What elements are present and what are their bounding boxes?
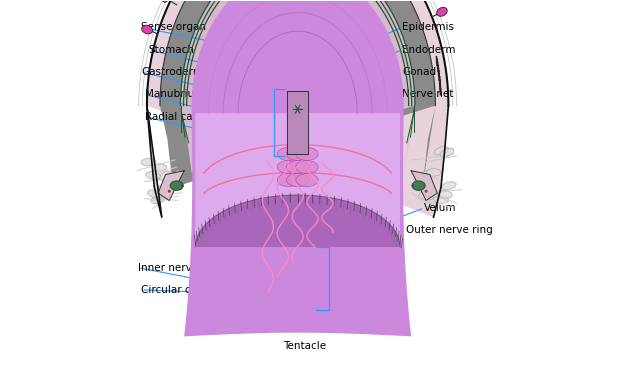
Polygon shape — [180, 0, 415, 172]
Ellipse shape — [424, 190, 428, 193]
Ellipse shape — [170, 181, 183, 190]
Ellipse shape — [146, 172, 161, 179]
Text: Gastrodermis: Gastrodermis — [141, 67, 212, 77]
Ellipse shape — [161, 0, 168, 2]
Ellipse shape — [296, 147, 318, 160]
Text: Nerve net: Nerve net — [402, 90, 453, 99]
Ellipse shape — [287, 147, 309, 160]
Text: Outer nerve ring: Outer nerve ring — [406, 225, 492, 235]
Text: Manubrium: Manubrium — [145, 90, 204, 99]
Polygon shape — [147, 0, 449, 217]
Ellipse shape — [296, 174, 318, 187]
Text: Stomach: Stomach — [148, 45, 195, 55]
Ellipse shape — [442, 182, 456, 190]
Polygon shape — [184, 0, 411, 336]
Ellipse shape — [412, 181, 425, 190]
Polygon shape — [160, 0, 435, 188]
Ellipse shape — [159, 171, 173, 180]
Ellipse shape — [277, 147, 300, 160]
Ellipse shape — [434, 196, 449, 203]
Text: Endoderm: Endoderm — [402, 45, 456, 55]
Text: Radial canal: Radial canal — [145, 112, 209, 122]
Text: Tentacle: Tentacle — [284, 341, 326, 351]
Ellipse shape — [277, 160, 300, 174]
Ellipse shape — [434, 147, 449, 155]
Ellipse shape — [159, 185, 173, 193]
Polygon shape — [287, 91, 308, 154]
Ellipse shape — [168, 190, 171, 193]
Text: Velum: Velum — [424, 203, 457, 213]
Ellipse shape — [277, 174, 300, 187]
Text: Gonad: Gonad — [402, 67, 436, 77]
Polygon shape — [411, 171, 437, 201]
Polygon shape — [191, 113, 404, 247]
Text: Sense organ: Sense organ — [141, 22, 206, 33]
Ellipse shape — [436, 8, 447, 16]
Ellipse shape — [426, 169, 441, 176]
Ellipse shape — [153, 190, 168, 198]
Text: Epidermis: Epidermis — [402, 22, 454, 33]
Ellipse shape — [412, 184, 414, 187]
Ellipse shape — [148, 190, 162, 198]
Polygon shape — [158, 171, 184, 201]
Text: Circular canal: Circular canal — [141, 285, 213, 295]
Ellipse shape — [181, 184, 184, 187]
Text: Inner nerve ring: Inner nerve ring — [138, 262, 221, 273]
Ellipse shape — [438, 190, 452, 198]
Ellipse shape — [419, 192, 433, 200]
Ellipse shape — [287, 174, 309, 187]
Ellipse shape — [419, 170, 433, 179]
Ellipse shape — [151, 195, 165, 204]
Text: Mouth/Anus: Mouth/Anus — [272, 145, 334, 155]
Ellipse shape — [141, 25, 152, 34]
Ellipse shape — [152, 164, 167, 171]
Polygon shape — [195, 113, 400, 247]
Ellipse shape — [296, 160, 318, 174]
Ellipse shape — [141, 158, 156, 166]
Ellipse shape — [440, 148, 454, 157]
Ellipse shape — [287, 160, 309, 174]
